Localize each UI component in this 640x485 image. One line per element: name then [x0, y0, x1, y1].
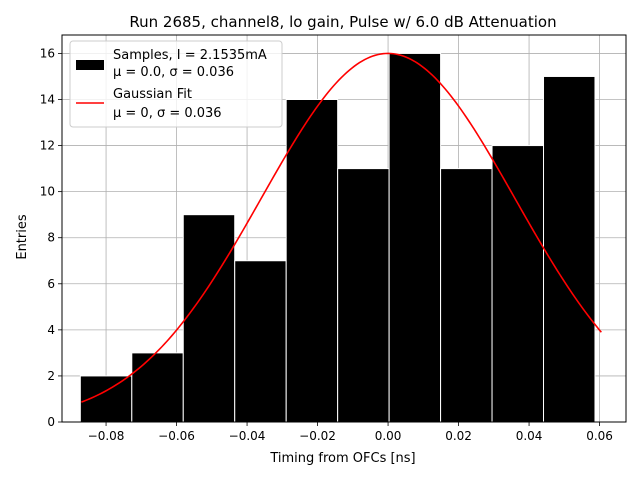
legend: Samples, I = 2.1535mA μ = 0.0, σ = 0.036… [69, 40, 283, 128]
legend-box [69, 40, 283, 128]
y-tick-label: 0 [47, 415, 55, 429]
x-tick-label: 0.02 [445, 429, 472, 443]
histogram-bar [440, 168, 493, 423]
x-tick-label: 0.00 [375, 429, 402, 443]
x-tick-label: 0.06 [586, 429, 613, 443]
y-tick-label: 14 [40, 93, 55, 107]
chart-title: Run 2685, channel8, lo gain, Pulse w/ 6.… [129, 13, 556, 31]
legend-fit-label: Gaussian Fit [113, 87, 192, 102]
x-tick-label: 0.04 [516, 429, 543, 443]
legend-histogram-swatch [76, 60, 104, 70]
x-axis-ticks: −0.08 −0.06 −0.04 −0.02 0.00 0.02 0.04 0.06 [88, 422, 613, 443]
legend-histogram-stats: μ = 0.0, σ = 0.036 [113, 65, 234, 80]
x-tick-label: −0.04 [229, 429, 266, 443]
histogram-bars [79, 52, 596, 423]
y-tick-label: 16 [40, 46, 55, 60]
histogram-bar [337, 168, 390, 423]
histogram-bar [491, 145, 545, 423]
y-tick-label: 6 [47, 277, 55, 291]
x-tick-label: −0.08 [88, 429, 125, 443]
x-tick-label: −0.02 [299, 429, 336, 443]
y-axis-label: Entries [15, 214, 30, 260]
histogram-bar [543, 75, 596, 423]
histogram-bar [131, 352, 184, 423]
legend-histogram-label: Samples, I = 2.1535mA [113, 48, 267, 63]
y-tick-label: 2 [47, 369, 55, 383]
x-tick-label: −0.06 [158, 429, 195, 443]
y-tick-label: 4 [47, 323, 55, 337]
histogram-bar [388, 52, 442, 423]
legend-fit-stats: μ = 0, σ = 0.036 [113, 106, 222, 121]
y-tick-label: 10 [40, 185, 55, 199]
y-axis-ticks: 0 2 4 6 8 10 12 14 16 [40, 46, 62, 429]
histogram-bar [285, 99, 339, 423]
y-tick-label: 8 [47, 231, 55, 245]
x-axis-label: Timing from OFCs [ns] [269, 451, 415, 466]
axes-frame [61, 34, 627, 423]
histogram-bar [182, 214, 236, 423]
gaussian-fit-curve [81, 52, 602, 403]
y-tick-label: 12 [40, 139, 55, 153]
histogram-bar [234, 260, 287, 423]
